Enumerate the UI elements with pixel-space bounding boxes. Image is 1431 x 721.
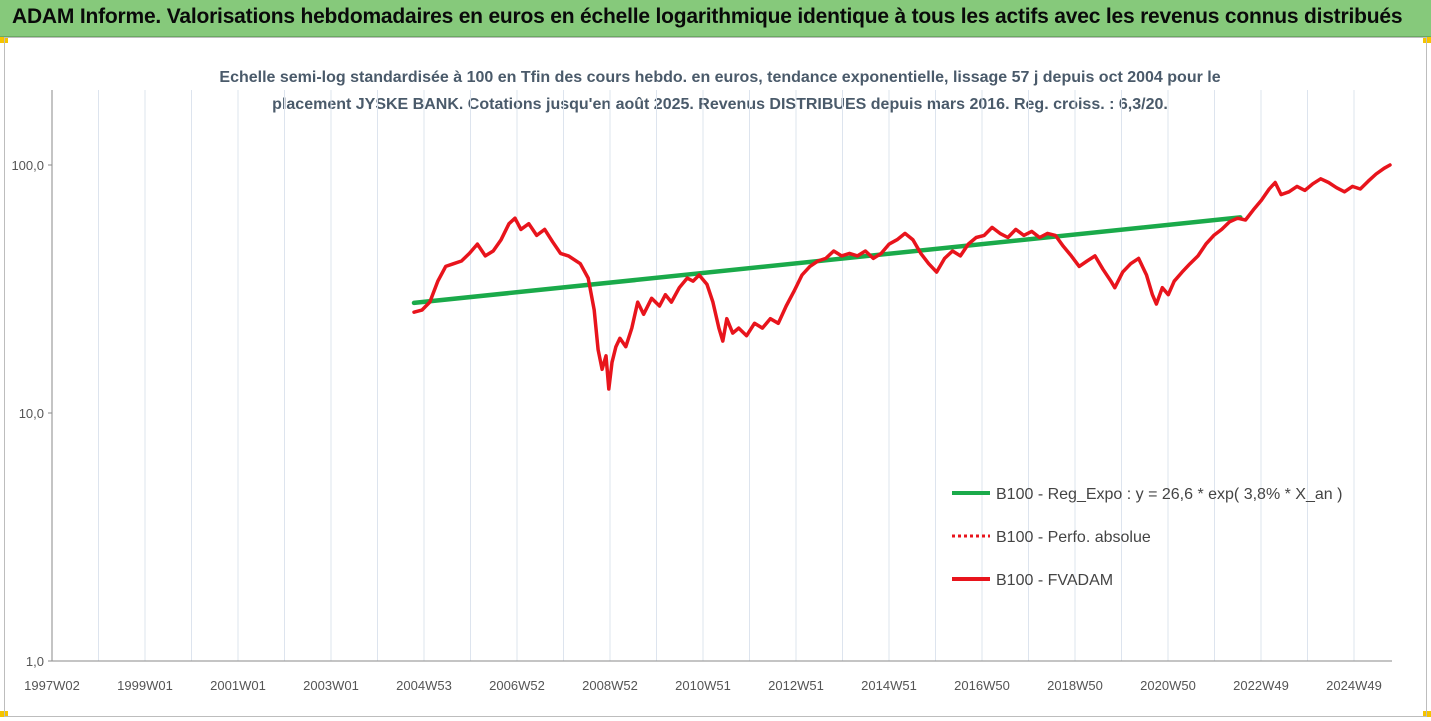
legend-label: B100 - Perfo. absolue [996,529,1151,546]
chart-frame [4,37,1427,717]
x-tick-label: 2022W49 [1233,678,1289,693]
y-tick-label: 10,0 [19,406,44,421]
x-tick-label: 2012W51 [768,678,824,693]
chart-subtitle-line-1: Echelle semi-log standardisée à 100 en T… [219,69,1221,86]
x-tick-label: 2004W53 [396,678,452,693]
x-tick-label: 2003W01 [303,678,359,693]
report-header: ADAM Informe. Valorisations hebdomadaire… [0,0,1431,37]
chart-subtitle: Echelle semi-log standardisée à 100 en T… [120,64,1320,118]
legend-label: B100 - Reg_Expo : y = 26,6 * exp( 3,8% *… [996,486,1342,503]
x-tick-label: 2018W50 [1047,678,1103,693]
x-tick-label: 2010W51 [675,678,731,693]
regression-series-line [411,215,1243,306]
x-tick-label: 2024W49 [1326,678,1382,693]
chart-subtitle-line-2: placement JYSKE BANK. Cotations jusqu'en… [272,96,1168,113]
corner-marker-bottom-right [1423,711,1431,717]
x-tick-label: 2006W52 [489,678,545,693]
x-tick-label: 1997W02 [24,678,80,693]
x-tick-label: 1999W01 [117,678,173,693]
y-tick-label: 1,0 [26,654,44,669]
x-tick-label: 2016W50 [954,678,1010,693]
fvadam-series-line [412,163,1392,391]
report-title: ADAM Informe. Valorisations hebdomadaire… [12,5,1403,28]
legend-label: B100 - FVADAM [996,572,1113,589]
x-tick-label: 2001W01 [210,678,266,693]
x-tick-label: 2008W52 [582,678,638,693]
y-tick-label: 100,0 [11,158,44,173]
x-tick-label: 2020W50 [1140,678,1196,693]
x-tick-label: 2014W51 [861,678,917,693]
corner-marker-top-right [1423,37,1431,43]
